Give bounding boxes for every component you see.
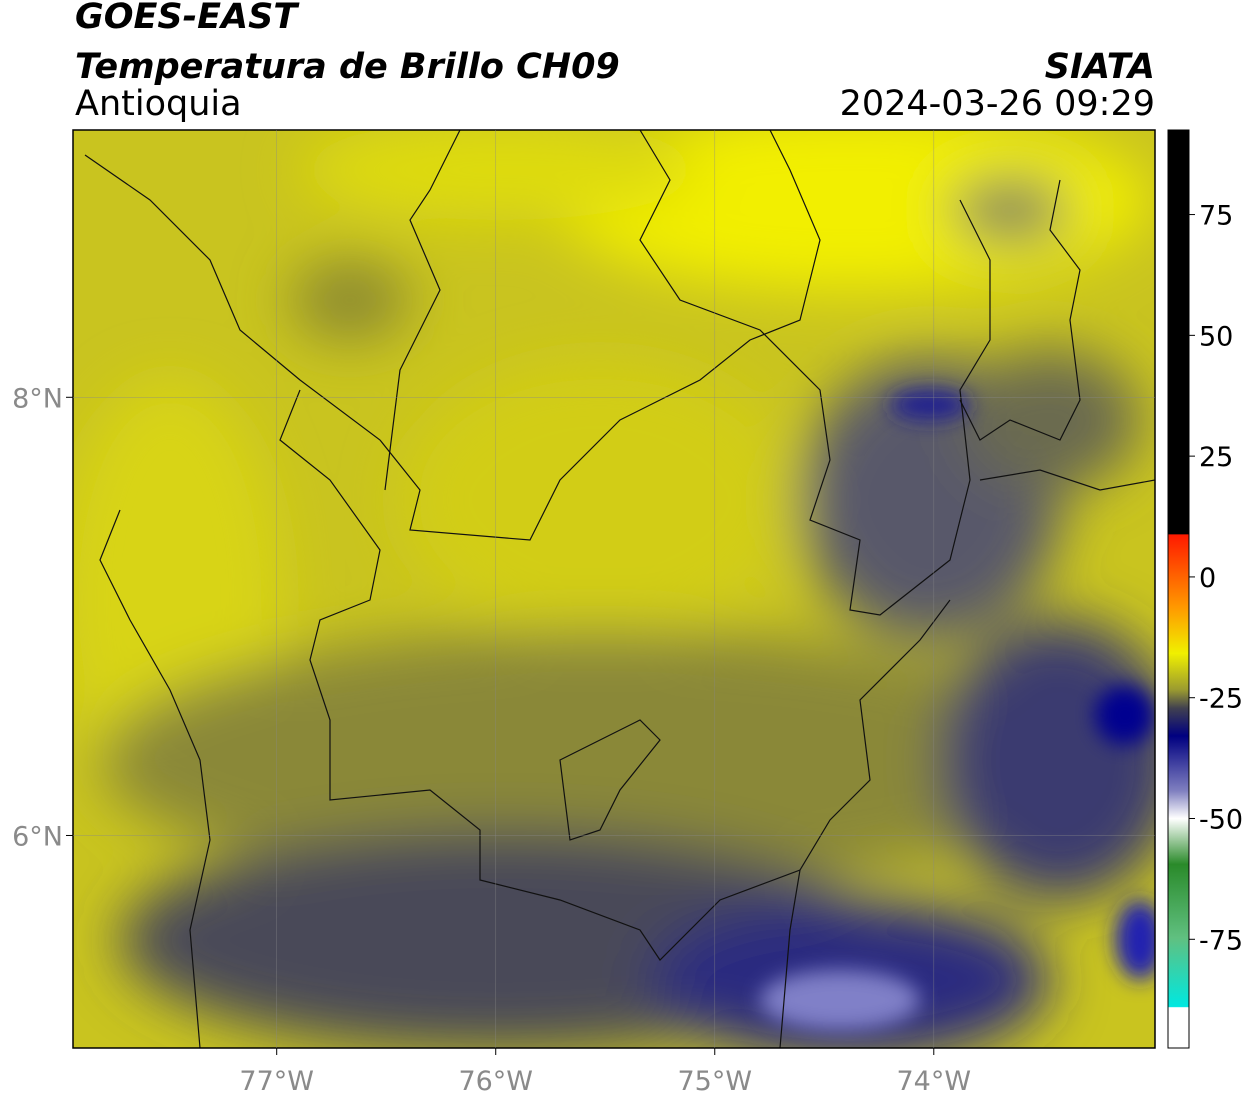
colorbar-tick-label: 0: [1199, 563, 1216, 594]
colorbar-tick-label: 50: [1199, 321, 1233, 352]
x-tick-label: 75°W: [677, 1066, 752, 1097]
colorbar-tick-label: -50: [1199, 805, 1243, 836]
colorbar-tick-label: 75: [1199, 201, 1233, 232]
region: Antioquia: [75, 84, 242, 124]
source: SIATA: [1045, 47, 1155, 87]
subtitle: Temperatura de Brillo CH09: [75, 47, 620, 87]
map-frame: [72, 129, 1156, 1049]
colorbar-tick-label: -75: [1199, 925, 1243, 956]
colorbar: [1167, 129, 1190, 1049]
map-image: [73, 130, 1155, 1048]
title: GOES-EAST: [75, 0, 300, 37]
y-tick-label: 8°N: [12, 383, 63, 414]
x-tick-label: 76°W: [458, 1066, 533, 1097]
x-tick-label: 77°W: [239, 1066, 314, 1097]
colorbar-tick-label: 25: [1199, 442, 1233, 473]
y-tick-label: 6°N: [12, 821, 63, 852]
x-tick-label: 74°W: [897, 1066, 972, 1097]
datetime: 2024-03-26 09:29: [840, 84, 1155, 124]
colorbar-tick-label: -25: [1199, 684, 1243, 715]
